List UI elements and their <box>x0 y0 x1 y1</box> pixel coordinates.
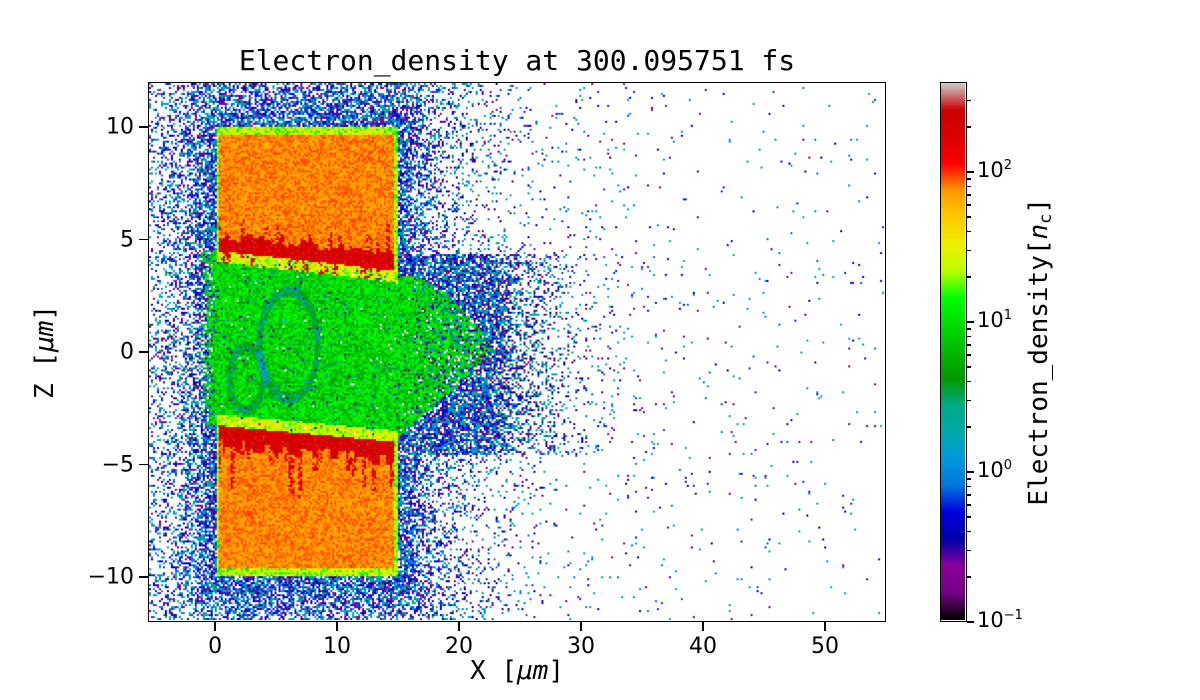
colorbar-minor-tick <box>967 249 971 252</box>
colorbar-minor-tick <box>967 576 971 578</box>
colorbar-label-pre: Electron_density[ <box>1024 239 1055 506</box>
y-axis-unit: μm <box>30 320 60 352</box>
x-tick-mark <box>580 622 582 631</box>
y-tick-label: 0 <box>120 339 134 365</box>
colorbar-minor-tick <box>967 426 971 428</box>
x-axis-label: X [μm] <box>148 656 886 686</box>
colorbar-label-var: n <box>1024 224 1055 240</box>
colorbar-minor-tick <box>967 216 971 218</box>
colorbar-label-sub: c <box>1035 213 1056 225</box>
colorbar-minor-tick <box>967 399 971 402</box>
x-axis-unit: μm <box>517 656 549 686</box>
colorbar-minor-tick <box>967 276 971 278</box>
y-tick-mark <box>139 463 148 466</box>
colorbar-major-tick <box>967 171 974 173</box>
density-heatmap-canvas <box>149 83 884 620</box>
colorbar <box>940 82 967 622</box>
colorbar-major-tick <box>967 471 974 473</box>
y-axis-label-post: ] <box>30 305 60 321</box>
colorbar-minor-tick <box>967 194 971 196</box>
colorbar-minor-tick <box>967 99 971 102</box>
colorbar-minor-tick <box>967 185 971 188</box>
x-tick-mark <box>458 622 460 631</box>
colorbar-tick-label: 100 <box>977 457 1013 482</box>
x-tick-mark <box>824 622 826 631</box>
colorbar-minor-tick <box>967 478 971 480</box>
x-tick-mark <box>336 622 338 631</box>
y-tick-mark <box>139 351 148 353</box>
colorbar-label: Electron_density[nc] <box>1014 82 1066 622</box>
colorbar-minor-tick <box>967 344 971 347</box>
colorbar-minor-tick <box>967 549 971 552</box>
colorbar-minor-tick <box>967 328 971 330</box>
colorbar-minor-tick <box>967 204 971 207</box>
colorbar-major-tick <box>967 321 974 323</box>
colorbar-minor-tick <box>967 516 971 518</box>
plot-title: Electron_density at 300.095751 fs <box>238 44 796 77</box>
plot-frame <box>148 82 886 622</box>
x-axis-label-pre: X [ <box>470 656 517 686</box>
x-tick-mark <box>214 622 216 631</box>
y-tick-mark <box>139 576 148 578</box>
y-tick-label: 5 <box>120 227 134 252</box>
colorbar-tick-label: 101 <box>977 307 1013 332</box>
colorbar-major-tick <box>967 621 974 623</box>
colorbar-minor-tick <box>967 126 971 128</box>
colorbar-minor-tick <box>967 485 971 488</box>
colorbar-minor-tick <box>967 380 971 383</box>
colorbar-minor-tick <box>967 178 971 180</box>
x-tick-mark <box>702 622 704 631</box>
y-tick-mark <box>139 238 148 241</box>
colorbar-minor-tick <box>967 530 971 533</box>
colorbar-minor-tick <box>967 504 971 507</box>
colorbar-minor-tick <box>967 494 971 497</box>
y-tick-label: −10 <box>87 564 134 590</box>
colorbar-gradient-canvas <box>941 83 965 620</box>
colorbar-minor-tick <box>967 335 971 338</box>
colorbar-minor-tick <box>967 354 971 357</box>
y-tick-label: 10 <box>106 114 134 140</box>
y-axis-label-pre: Z [ <box>30 352 60 399</box>
colorbar-label-post: ] <box>1024 198 1055 214</box>
colorbar-tick-label: 102 <box>977 157 1013 182</box>
y-tick-mark <box>139 126 148 128</box>
y-tick-label: −5 <box>101 452 134 477</box>
x-axis-label-post: ] <box>548 656 564 686</box>
y-axis-label: Z [μm] <box>22 82 68 622</box>
colorbar-minor-tick <box>967 366 971 368</box>
colorbar-minor-tick <box>967 230 971 233</box>
